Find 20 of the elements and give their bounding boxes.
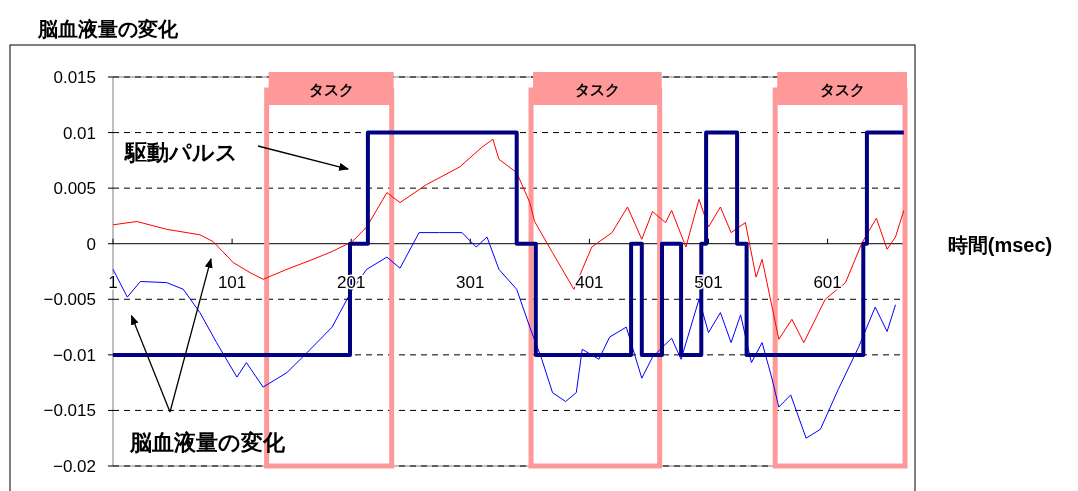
- x-tick-label: 401: [575, 272, 604, 292]
- band-label: タスク: [574, 81, 620, 98]
- x-tick-label: 301: [456, 272, 485, 292]
- x-tick-label: 101: [217, 272, 247, 292]
- y-tick-label: 0.015: [53, 68, 96, 87]
- annotation: 駆動パルス: [124, 140, 238, 165]
- x-axis-title: 時間(msec): [947, 233, 1053, 256]
- x-tick-label: 601: [813, 272, 842, 292]
- y-tick-label: 0.01: [62, 123, 96, 143]
- y-tick-label: −0.02: [52, 457, 96, 476]
- band-label: タスク: [308, 81, 354, 98]
- chart-title: 脳血液量の変化: [37, 18, 179, 40]
- y-tick-label: 0.005: [53, 179, 96, 199]
- x-tick-label: 1: [108, 272, 118, 292]
- y-tick-label: −0.005: [43, 290, 96, 310]
- y-tick-label: −0.015: [43, 401, 96, 421]
- annotation: 脳血液量の変化: [129, 430, 286, 455]
- band-label: タスク: [819, 81, 865, 98]
- y-tick-label: 0: [86, 234, 96, 254]
- y-tick-label: −0.01: [52, 345, 96, 365]
